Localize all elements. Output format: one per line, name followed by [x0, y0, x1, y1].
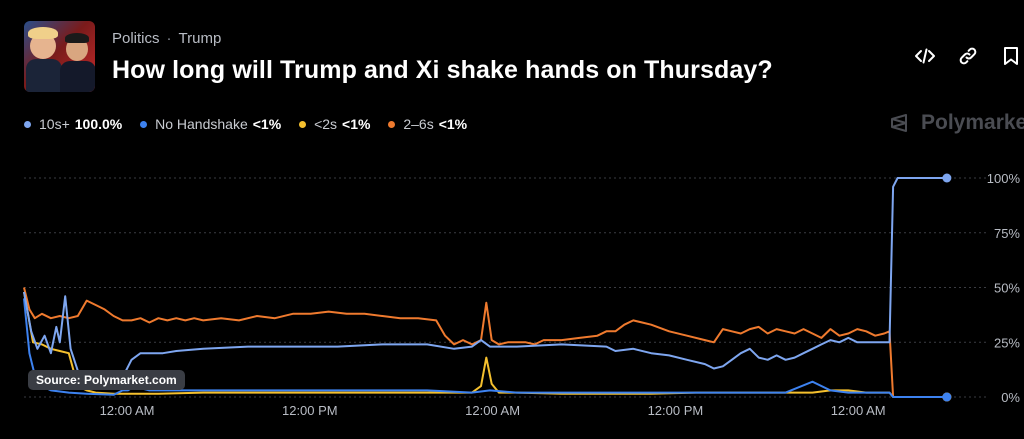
link-icon[interactable] — [957, 45, 979, 67]
thumb-figure-right — [60, 61, 95, 92]
legend-value: 100.0% — [74, 116, 123, 132]
chart-legend: 10s+ 100.0% No Handshake <1% <2s <1% 2–6s <1… — [24, 116, 481, 132]
x-tick-label: 12:00 AM — [100, 403, 155, 418]
legend-label: <2s — [314, 116, 338, 132]
breadcrumb: Politics · Trump — [112, 30, 221, 47]
thumb-figure-left — [26, 59, 62, 92]
thumb-hair-right — [65, 33, 89, 43]
legend-item-no-handshake[interactable]: No Handshake <1% — [140, 116, 281, 132]
legend-item-under-2s[interactable]: <2s <1% — [299, 116, 370, 132]
legend-label: No Handshake — [155, 116, 248, 132]
x-tick-label: 12:00 PM — [282, 403, 338, 418]
y-tick-label: 0% — [1001, 390, 1020, 405]
page-title: How long will Trump and Xi shake hands o… — [112, 56, 773, 84]
legend-value: <1% — [252, 116, 282, 132]
legend-item-2-6s[interactable]: 2–6s <1% — [388, 116, 467, 132]
legend-dot — [299, 121, 307, 128]
legend-value: <1% — [342, 116, 371, 132]
x-tick-label: 12:00 AM — [465, 403, 520, 418]
market-thumbnail — [24, 21, 95, 92]
y-tick-label: 100% — [987, 171, 1021, 186]
code-icon[interactable] — [914, 45, 936, 67]
chart-grid — [24, 177, 988, 398]
y-tick-label: 50% — [994, 281, 1020, 296]
legend-dot — [140, 121, 148, 128]
bookmark-icon[interactable] — [1000, 45, 1022, 67]
thumb-face-right — [66, 37, 88, 61]
legend-label: 10s+ — [39, 116, 70, 132]
x-tick-label: 12:00 AM — [831, 403, 886, 418]
thumb-hair-left — [28, 27, 58, 39]
series-end-marker — [942, 392, 952, 402]
series-line-no-handshake — [23, 298, 947, 398]
series-end-marker — [942, 173, 952, 183]
series-line-2-6s — [23, 287, 947, 398]
series-line-10s- — [23, 177, 947, 383]
x-axis: 12:00 AM 12:00 PM 12:00 AM 12:00 PM 12:00 AM — [100, 403, 886, 418]
brand-name: Polymarket — [921, 111, 1024, 134]
legend-label: 2–6s — [403, 116, 434, 132]
polymarket-watermark: Polymarket — [889, 110, 1024, 136]
y-tick-label: 25% — [994, 335, 1020, 350]
x-tick-label: 12:00 PM — [648, 403, 704, 418]
breadcrumb-subcategory[interactable]: Trump — [178, 30, 222, 47]
legend-value: <1% — [438, 116, 468, 132]
breadcrumb-separator: · — [166, 30, 172, 47]
legend-dot — [24, 121, 31, 128]
source-label: Source: Polymarket.com — [28, 370, 185, 390]
y-axis: 100% 75% 50% 25% 0% — [987, 171, 1021, 405]
chart-series — [23, 173, 952, 402]
y-tick-label: 75% — [994, 226, 1020, 241]
polymarket-logo-icon — [891, 114, 907, 132]
legend-item-10s[interactable]: 10s+ 100.0% — [24, 116, 122, 132]
breadcrumb-category[interactable]: Politics — [112, 30, 160, 47]
legend-dot — [388, 121, 396, 128]
